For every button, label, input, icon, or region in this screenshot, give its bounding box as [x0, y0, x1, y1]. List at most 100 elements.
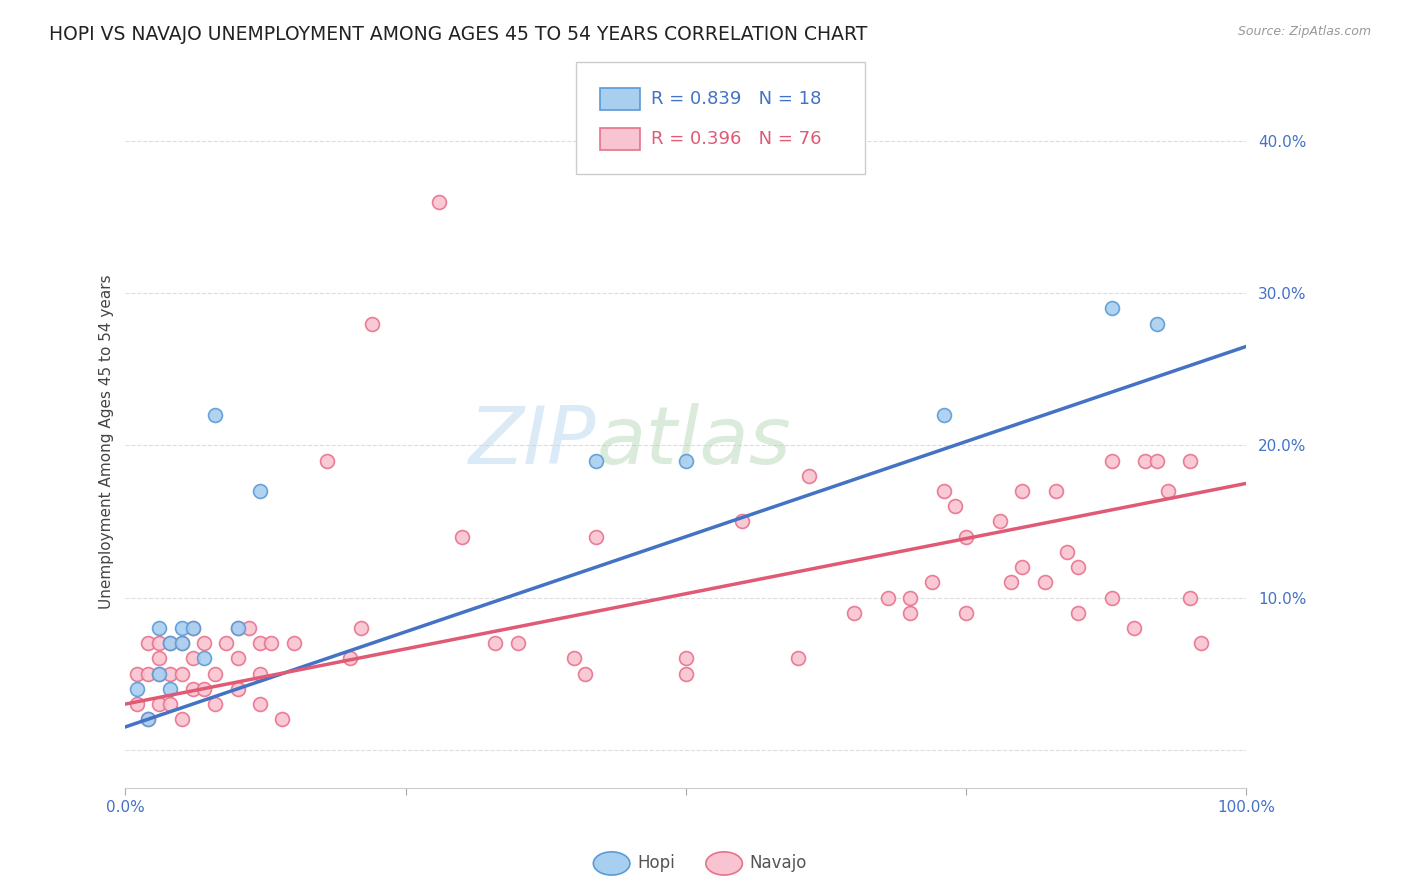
Point	[148, 666, 170, 681]
Text: HOPI VS NAVAJO UNEMPLOYMENT AMONG AGES 45 TO 54 YEARS CORRELATION CHART: HOPI VS NAVAJO UNEMPLOYMENT AMONG AGES 4…	[49, 25, 868, 44]
Point	[249, 697, 271, 711]
Point	[249, 666, 271, 681]
Text: R = 0.396   N = 76: R = 0.396 N = 76	[651, 130, 821, 148]
Point	[148, 636, 170, 650]
Point	[249, 636, 271, 650]
Point	[1011, 560, 1033, 574]
Point	[283, 636, 305, 650]
Point	[170, 621, 193, 635]
Point	[842, 606, 865, 620]
Point	[159, 636, 181, 650]
Point	[159, 636, 181, 650]
Point	[1067, 606, 1090, 620]
Point	[226, 621, 249, 635]
Point	[585, 453, 607, 467]
Point	[988, 515, 1011, 529]
Point	[181, 621, 204, 635]
Point	[943, 499, 966, 513]
Text: Source: ZipAtlas.com: Source: ZipAtlas.com	[1237, 25, 1371, 38]
Point	[350, 621, 373, 635]
Point	[159, 681, 181, 696]
Point	[1146, 317, 1168, 331]
Point	[955, 530, 977, 544]
Point	[787, 651, 810, 665]
Point	[1157, 483, 1180, 498]
Point	[1180, 453, 1202, 467]
Point	[1180, 591, 1202, 605]
Point	[562, 651, 585, 665]
Point	[181, 681, 204, 696]
Point	[148, 666, 170, 681]
Point	[932, 483, 955, 498]
Point	[125, 681, 148, 696]
Point	[204, 697, 226, 711]
Point	[1101, 591, 1123, 605]
Point	[361, 317, 384, 331]
Text: ZIP: ZIP	[468, 402, 596, 481]
Point	[136, 636, 159, 650]
Y-axis label: Unemployment Among Ages 45 to 54 years: Unemployment Among Ages 45 to 54 years	[100, 274, 114, 609]
Point	[1000, 575, 1022, 590]
Text: Navajo: Navajo	[749, 855, 807, 872]
Point	[170, 712, 193, 726]
Point	[170, 666, 193, 681]
Point	[799, 468, 821, 483]
Point	[675, 651, 697, 665]
Point	[675, 453, 697, 467]
Point	[193, 681, 215, 696]
Point	[260, 636, 283, 650]
Point	[170, 636, 193, 650]
Point	[506, 636, 529, 650]
Point	[1135, 453, 1157, 467]
Point	[1101, 453, 1123, 467]
Point	[1146, 453, 1168, 467]
Point	[955, 606, 977, 620]
Point	[181, 651, 204, 665]
Point	[159, 666, 181, 681]
Point	[921, 575, 943, 590]
Point	[271, 712, 294, 726]
Text: R = 0.839   N = 18: R = 0.839 N = 18	[651, 90, 821, 108]
Point	[226, 651, 249, 665]
Point	[932, 408, 955, 422]
Point	[427, 194, 450, 209]
Point	[675, 666, 697, 681]
Point	[574, 666, 596, 681]
Point	[193, 651, 215, 665]
Point	[215, 636, 238, 650]
Point	[1101, 301, 1123, 316]
Point	[1191, 636, 1213, 650]
Point	[170, 636, 193, 650]
Text: atlas: atlas	[596, 402, 792, 481]
Text: Hopi: Hopi	[637, 855, 675, 872]
Point	[136, 666, 159, 681]
Point	[1056, 545, 1078, 559]
Point	[125, 666, 148, 681]
Point	[238, 621, 260, 635]
Point	[136, 712, 159, 726]
Point	[1011, 483, 1033, 498]
Point	[339, 651, 361, 665]
Point	[484, 636, 506, 650]
Point	[125, 697, 148, 711]
Point	[249, 483, 271, 498]
Point	[181, 621, 204, 635]
Point	[1067, 560, 1090, 574]
Point	[898, 606, 921, 620]
Point	[159, 697, 181, 711]
Point	[226, 621, 249, 635]
Point	[898, 591, 921, 605]
Point	[1123, 621, 1146, 635]
Point	[226, 681, 249, 696]
Point	[193, 636, 215, 650]
Point	[731, 515, 754, 529]
Point	[136, 712, 159, 726]
Point	[148, 621, 170, 635]
Point	[876, 591, 898, 605]
Point	[204, 408, 226, 422]
Point	[148, 697, 170, 711]
Point	[148, 651, 170, 665]
Point	[204, 666, 226, 681]
Point	[1045, 483, 1067, 498]
Point	[316, 453, 339, 467]
